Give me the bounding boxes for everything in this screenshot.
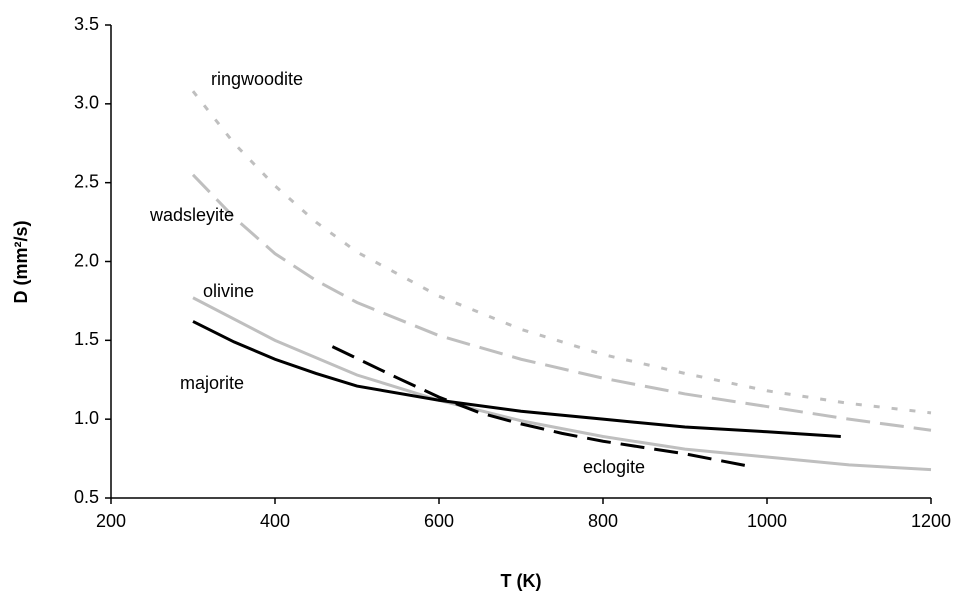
series-line — [331, 345, 751, 468]
y-tick-label: 2.0 — [74, 250, 99, 270]
y-tick-label: 0.5 — [74, 487, 99, 507]
x-tick-label: 400 — [260, 511, 290, 531]
y-tick-label: 2.5 — [74, 171, 99, 191]
y-tick-label: 1.5 — [74, 329, 99, 349]
series-label: olivine — [203, 281, 254, 301]
series-label: majorite — [180, 373, 244, 393]
series-line — [191, 173, 932, 432]
x-tick-label: 600 — [424, 511, 454, 531]
x-tick-label: 800 — [588, 511, 618, 531]
series-line — [192, 296, 932, 472]
series-line — [192, 320, 841, 439]
y-tick-label: 3.0 — [74, 93, 99, 113]
series-label: wadsleyite — [149, 205, 234, 225]
x-tick-label: 200 — [96, 511, 126, 531]
x-tick-label: 1000 — [747, 511, 787, 531]
x-tick-label: 1200 — [911, 511, 951, 531]
y-tick-label: 1.0 — [74, 408, 99, 428]
x-axis-title: T (K) — [501, 571, 542, 591]
y-tick-label: 3.5 — [74, 14, 99, 34]
series-label: ringwoodite — [211, 69, 303, 89]
series-label: eclogite — [583, 457, 645, 477]
y-axis-title: D (mm²/s) — [11, 220, 31, 303]
series-line — [191, 90, 932, 415]
